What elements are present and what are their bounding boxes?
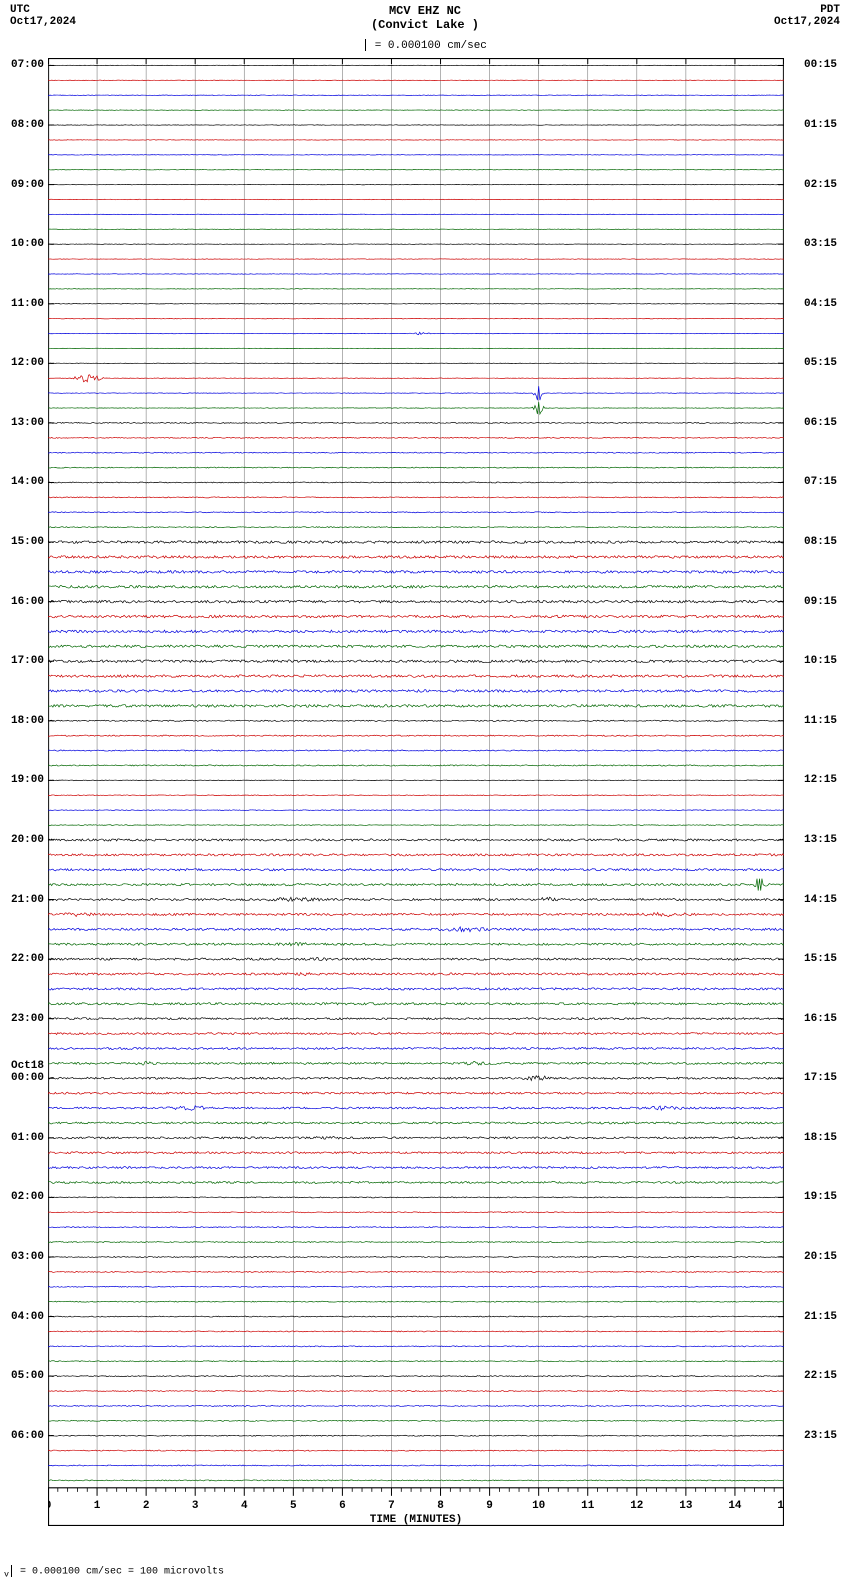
time-label: 01:00 (11, 1132, 44, 1144)
svg-text:11: 11 (581, 1500, 595, 1512)
svg-text:0: 0 (48, 1500, 51, 1512)
time-label: 23:15 (804, 1430, 837, 1442)
svg-text:TIME (MINUTES): TIME (MINUTES) (370, 1514, 462, 1526)
time-label: 14:00 (11, 476, 44, 488)
scale-bar-icon (365, 39, 366, 51)
date-label: Oct18 (11, 1060, 44, 1072)
time-label: 00:15 (804, 59, 837, 71)
time-label: 11:00 (11, 298, 44, 310)
time-label: 13:15 (804, 834, 837, 846)
header: MCV EHZ NC (Convict Lake ) = 0.000100 cm… (0, 4, 850, 53)
time-label: 04:00 (11, 1311, 44, 1323)
time-label: 15:00 (11, 536, 44, 548)
time-label: 06:15 (804, 417, 837, 429)
time-label: 14:15 (804, 894, 837, 906)
time-label: 11:15 (804, 715, 837, 727)
helicorder-plot: 0123456789101112131415TIME (MINUTES) (48, 58, 784, 1526)
time-label: 20:00 (11, 834, 44, 846)
time-label: 20:15 (804, 1251, 837, 1263)
time-label: 10:00 (11, 238, 44, 250)
station-title: MCV EHZ NC (0, 4, 850, 18)
time-label: 10:15 (804, 655, 837, 667)
svg-text:2: 2 (143, 1500, 150, 1512)
time-label: 17:15 (804, 1072, 837, 1084)
footer-text: = 0.000100 cm/sec = 100 microvolts (20, 1567, 224, 1578)
time-label: 17:00 (11, 655, 44, 667)
time-label: 04:15 (804, 298, 837, 310)
time-label: 13:00 (11, 417, 44, 429)
time-label: 02:15 (804, 179, 837, 191)
time-label: 12:00 (11, 357, 44, 369)
svg-text:5: 5 (290, 1500, 297, 1512)
svg-text:8: 8 (437, 1500, 444, 1512)
svg-text:15: 15 (777, 1500, 784, 1512)
svg-text:12: 12 (630, 1500, 643, 1512)
time-label: 07:15 (804, 476, 837, 488)
svg-text:9: 9 (486, 1500, 493, 1512)
time-label: 23:00 (11, 1013, 44, 1025)
time-label: 18:15 (804, 1132, 837, 1144)
time-label: 16:00 (11, 596, 44, 608)
time-label: 12:15 (804, 774, 837, 786)
svg-text:13: 13 (679, 1500, 693, 1512)
svg-text:7: 7 (388, 1500, 395, 1512)
time-label: 02:00 (11, 1191, 44, 1203)
svg-text:3: 3 (192, 1500, 199, 1512)
time-label: 05:15 (804, 357, 837, 369)
time-label: 08:15 (804, 536, 837, 548)
time-label: 07:00 (11, 59, 44, 71)
time-label: 15:15 (804, 953, 837, 965)
plot-area: 0123456789101112131415TIME (MINUTES) (48, 58, 784, 1526)
time-label: 19:00 (11, 774, 44, 786)
time-label: 08:00 (11, 119, 44, 131)
time-label: 03:15 (804, 238, 837, 250)
svg-text:4: 4 (241, 1500, 248, 1512)
footer-scale: v = 0.000100 cm/sec = 100 microvolts (4, 1565, 224, 1580)
time-label: 16:15 (804, 1013, 837, 1025)
time-label: 06:00 (11, 1430, 44, 1442)
time-label: 09:15 (804, 596, 837, 608)
right-time-axis: 00:15 01:15 02:15 03:15 04:15 05:15 06:15 07:15… (800, 58, 850, 1526)
time-label: 22:15 (804, 1370, 837, 1382)
time-label: 19:15 (804, 1191, 837, 1203)
time-label: 09:00 (11, 179, 44, 191)
location-title: (Convict Lake ) (0, 18, 850, 32)
time-label: 22:00 (11, 953, 44, 965)
time-label: 01:15 (804, 119, 837, 131)
svg-text:10: 10 (532, 1500, 545, 1512)
time-label: 21:15 (804, 1311, 837, 1323)
time-label: 03:00 (11, 1251, 44, 1263)
left-time-axis: 07:00 08:00 09:00 10:00 11:00 12:00 13:00 14:00… (0, 58, 46, 1526)
svg-text:14: 14 (728, 1500, 742, 1512)
time-label: 18:00 (11, 715, 44, 727)
helicorder-container: UTC Oct17,2024 PDT Oct17,2024 MCV EHZ NC… (0, 0, 850, 1584)
time-label: 21:00 (11, 894, 44, 906)
time-label: 00:00 (11, 1072, 44, 1084)
svg-text:1: 1 (94, 1500, 101, 1512)
time-label: 05:00 (11, 1370, 44, 1382)
scale-text: = 0.000100 cm/sec (375, 40, 487, 52)
scale-bar-icon (11, 1565, 12, 1577)
svg-text:6: 6 (339, 1500, 346, 1512)
scale-indicator: = 0.000100 cm/sec (0, 39, 850, 53)
